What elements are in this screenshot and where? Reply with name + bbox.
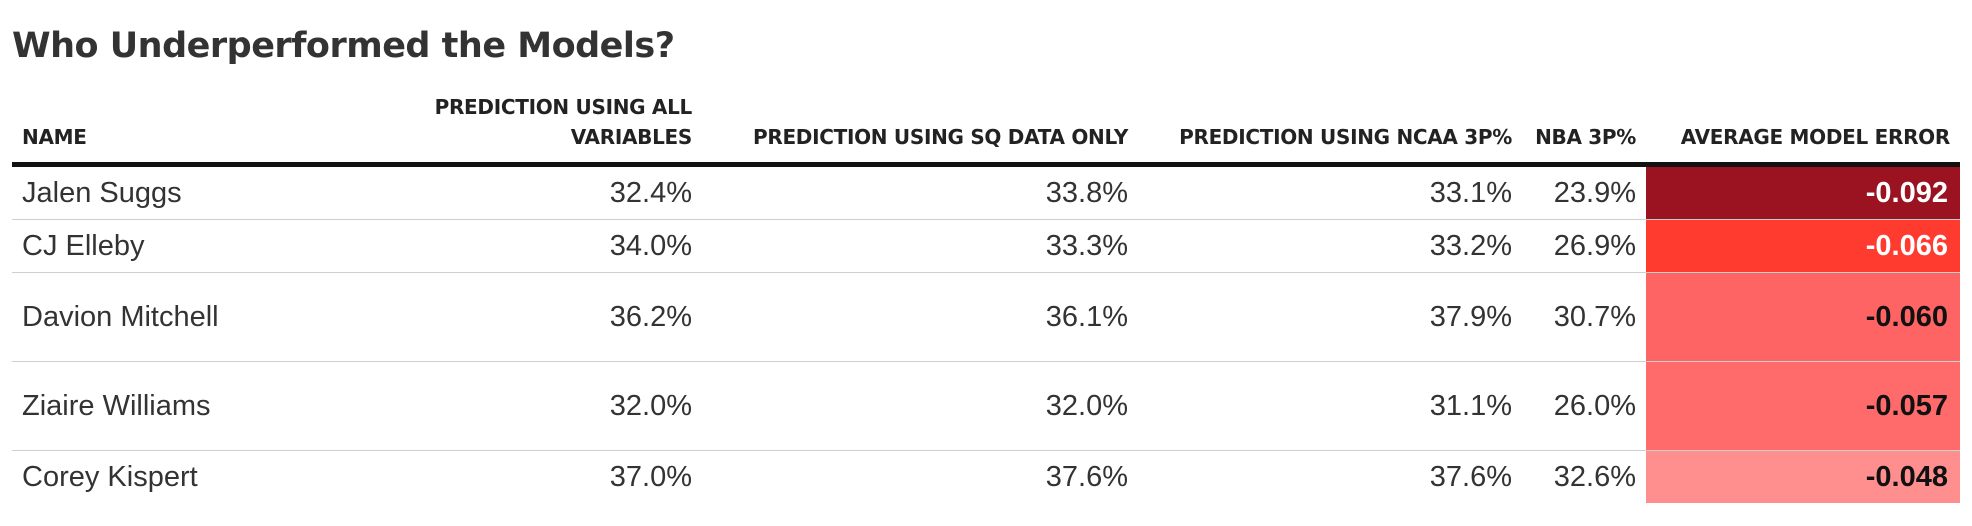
- cell-all-variables: 32.0%: [352, 361, 702, 451]
- table-row: CJ Elleby 34.0% 33.3% 33.2% 26.9% -0.066: [12, 219, 1960, 273]
- header-row: NAME PREDICTION USING ALL VARIABLES PRED…: [12, 92, 1960, 165]
- column-header-ncaa-3p[interactable]: PREDICTION USING NCAA 3P%: [1179, 125, 1512, 149]
- cell-all-variables: 34.0%: [352, 219, 702, 273]
- cell-nba-3p: 30.7%: [1522, 272, 1646, 362]
- column-header-nba-3p[interactable]: NBA 3P%: [1535, 125, 1636, 149]
- table-row: Ziaire Williams 32.0% 32.0% 31.1% 26.0% …: [12, 361, 1960, 451]
- table-header: NAME PREDICTION USING ALL VARIABLES PRED…: [12, 92, 1960, 165]
- cell-name: CJ Elleby: [12, 219, 352, 273]
- column-header-name[interactable]: NAME: [22, 125, 87, 149]
- cell-sq-data: 33.8%: [702, 164, 1138, 220]
- table-row: Davion Mitchell 36.2% 36.1% 37.9% 30.7% …: [12, 272, 1960, 362]
- cell-ncaa-3p: 31.1%: [1138, 361, 1522, 451]
- data-table: NAME PREDICTION USING ALL VARIABLES PRED…: [12, 92, 1960, 503]
- column-header-all-variables[interactable]: PREDICTION USING ALL VARIABLES: [434, 95, 693, 149]
- cell-model-error: -0.048: [1646, 450, 1960, 503]
- cell-model-error: -0.057: [1646, 361, 1960, 451]
- column-header-sq-data[interactable]: PREDICTION USING SQ DATA ONLY: [752, 125, 1128, 149]
- table-row: Corey Kispert 37.0% 37.6% 37.6% 32.6% -0…: [12, 450, 1960, 503]
- chart-title: Who Underperformed the Models?: [12, 26, 675, 66]
- cell-ncaa-3p: 33.1%: [1138, 164, 1522, 220]
- cell-sq-data: 36.1%: [702, 272, 1138, 362]
- cell-all-variables: 32.4%: [352, 164, 702, 220]
- cell-all-variables: 37.0%: [609, 460, 692, 493]
- cell-name: Corey Kispert: [22, 460, 198, 493]
- table-row: Jalen Suggs 32.4% 33.8% 33.1% 23.9% -0.0…: [12, 164, 1960, 220]
- cell-nba-3p: 26.9%: [1522, 219, 1646, 273]
- cell-ncaa-3p: 33.2%: [1138, 219, 1522, 273]
- cell-nba-3p: 26.0%: [1522, 361, 1646, 451]
- column-header-model-error[interactable]: AVERAGE MODEL ERROR: [1680, 125, 1951, 149]
- cell-name: Davion Mitchell: [12, 272, 352, 362]
- cell-name: Ziaire Williams: [12, 361, 352, 451]
- cell-model-error: -0.060: [1646, 272, 1960, 362]
- cell-all-variables: 36.2%: [352, 272, 702, 362]
- cell-sq-data: 37.6%: [1045, 460, 1128, 493]
- cell-ncaa-3p: 37.6%: [1429, 460, 1512, 493]
- cell-model-error: -0.066: [1646, 219, 1960, 273]
- table-body: Jalen Suggs 32.4% 33.8% 33.1% 23.9% -0.0…: [12, 164, 1960, 503]
- cell-sq-data: 33.3%: [702, 219, 1138, 273]
- cell-nba-3p: 23.9%: [1522, 164, 1646, 220]
- cell-name: Jalen Suggs: [12, 164, 352, 220]
- cell-model-error: -0.092: [1646, 164, 1960, 220]
- cell-sq-data: 32.0%: [702, 361, 1138, 451]
- cell-ncaa-3p: 37.9%: [1138, 272, 1522, 362]
- cell-nba-3p: 32.6%: [1553, 460, 1636, 493]
